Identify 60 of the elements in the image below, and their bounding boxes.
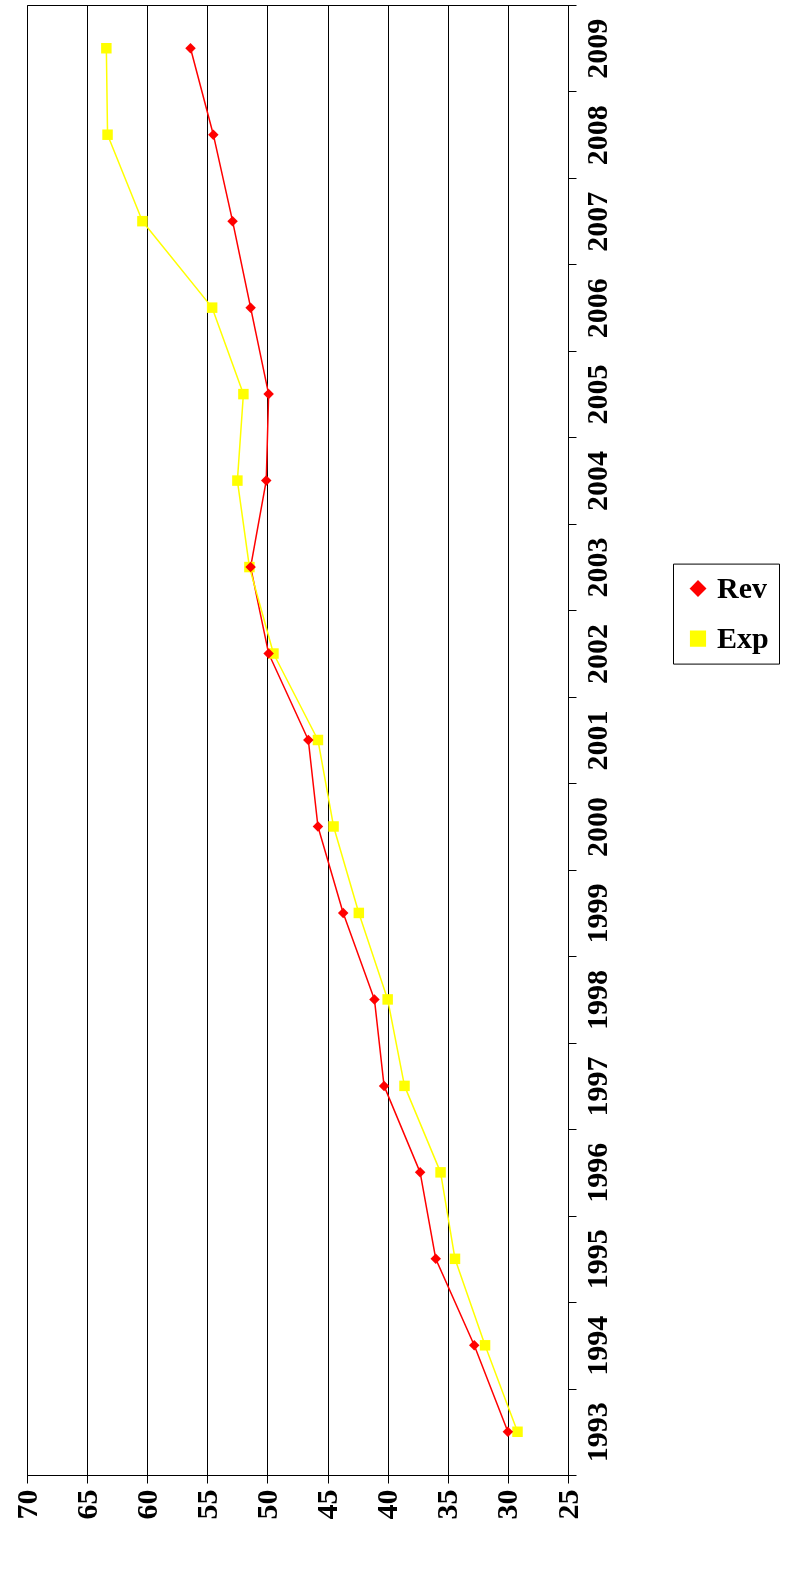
point [263,388,274,400]
point [430,1253,441,1265]
y-tick-label: 1999 [579,883,613,944]
y-tick-label: 2009 [579,18,613,79]
y-tick-label: 1998 [579,969,613,1030]
point [101,42,112,54]
x-tick-label: 40 [370,1489,404,1520]
point [479,1340,491,1351]
point [369,994,380,1005]
point [378,1080,390,1092]
point [303,734,314,746]
point [328,821,339,832]
point [206,302,218,313]
x-tick-label: 65 [69,1489,103,1520]
point [414,1167,426,1178]
x-tick-label: 70 [9,1489,43,1520]
point [137,215,148,227]
y-tick-label: 1995 [579,1229,613,1290]
y-tick-label: 2005 [579,364,613,425]
point [232,475,243,486]
y-tick-label: 1996 [579,1142,613,1203]
point [312,821,324,832]
point [312,734,324,746]
point [102,129,113,140]
x-tick-label: 55 [189,1489,223,1520]
point [382,994,393,1005]
x-tick-label: 50 [249,1489,283,1520]
y-tick-label: 2007 [579,191,613,252]
y-tick-label: 2002 [579,624,613,685]
legend-label: Exp [717,620,769,654]
point [399,1080,410,1092]
y-tick-label: 1994 [579,1315,613,1376]
y-tick-label: 2001 [579,710,613,771]
point [353,907,365,919]
point [263,648,274,659]
point [208,129,219,140]
y-tick-label: 1997 [579,1056,613,1117]
y-tick-label: 2008 [579,105,613,166]
y-tick-label: 2006 [579,278,613,339]
y-tick-label: 2004 [579,451,613,512]
y-tick-label: 2003 [579,537,613,598]
point [337,907,349,919]
point [468,1340,480,1351]
x-tick-label: 25 [550,1489,584,1520]
point [238,388,249,400]
y-tick-label: 2000 [579,796,613,857]
point [245,302,256,313]
x-tick-label: 45 [310,1489,344,1520]
x-tick-label: 60 [129,1489,163,1520]
point [261,475,272,486]
x-tick-label: 35 [430,1489,464,1520]
y-tick-label: 1993 [579,1402,613,1463]
point [227,215,238,227]
x-tick-label: 30 [490,1489,524,1520]
point [502,1426,514,1438]
legend-label: Rev [717,570,767,604]
point [512,1426,523,1438]
point [449,1253,461,1265]
point [435,1167,446,1178]
point [185,42,196,54]
